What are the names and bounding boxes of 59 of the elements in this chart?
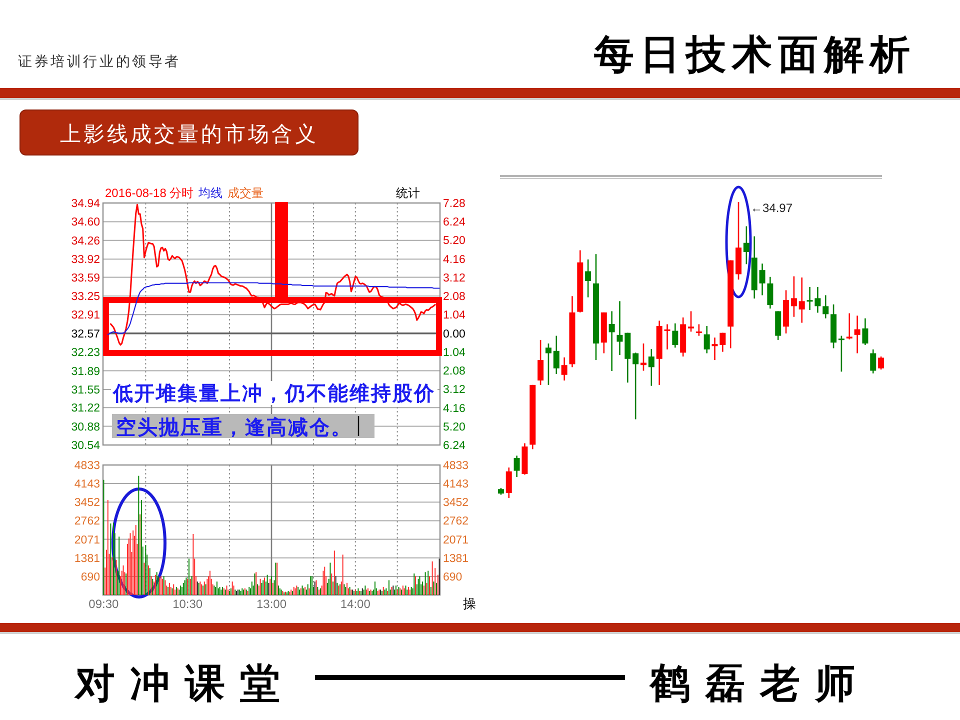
y2-tick-label: 690 xyxy=(443,571,462,584)
y-tick-label: 2071 xyxy=(74,534,100,546)
y2-tick-label: 4143 xyxy=(443,478,469,491)
y2-tick-label: 1381 xyxy=(443,552,469,565)
y-tick-label: 4833 xyxy=(74,460,100,472)
y-tick-label: 31.22 xyxy=(71,402,100,415)
text: 成交量 xyxy=(228,186,264,200)
y2-tick-label: 2071 xyxy=(443,534,469,546)
y2-tick-label: 4.16 xyxy=(443,254,466,266)
text: 对冲课堂 xyxy=(73,660,295,707)
x-tick-label: 09:30 xyxy=(88,597,120,611)
y-tick-label: 30.88 xyxy=(71,421,100,434)
y-tick-label: 34.60 xyxy=(71,216,100,229)
y2-tick-label: 5.20 xyxy=(443,421,466,434)
y-tick-label: 33.25 xyxy=(71,290,100,303)
annotation: ←34.97 xyxy=(750,201,793,215)
chart-subtitle: 上影线成交量的市场含义 xyxy=(60,123,318,146)
y2-tick-label: 0.00 xyxy=(443,328,466,340)
text: 统计 xyxy=(396,186,420,200)
y2-tick-label: 7.28 xyxy=(443,198,466,210)
y-tick-label: 33.92 xyxy=(71,254,100,266)
y-tick-label: 34.94 xyxy=(71,198,101,210)
y2-tick-label: 4833 xyxy=(443,460,469,472)
y2-tick-label: 2762 xyxy=(443,516,469,528)
y-tick-label: 31.89 xyxy=(71,366,100,378)
y-tick-label: 32.91 xyxy=(71,310,100,322)
y-tick-label: 3452 xyxy=(74,497,100,510)
y2-tick-label: 6.24 xyxy=(443,440,466,452)
y2-tick-label: 1.04 xyxy=(443,310,466,322)
y-tick-label: 32.23 xyxy=(71,347,100,360)
x-tick-label: 13:00 xyxy=(256,597,287,611)
y2-tick-label: 1.04 xyxy=(443,346,466,359)
text: 均线 xyxy=(198,186,223,200)
annotation: 低开堆集量上冲，仍不能维持股价 xyxy=(112,382,436,405)
y-tick-label: 30.54 xyxy=(71,440,101,452)
y-tick-label: 33.59 xyxy=(71,272,100,284)
y2-tick-label: 4.16 xyxy=(443,402,466,415)
text: 操 xyxy=(463,596,476,611)
y-tick-label: 2762 xyxy=(74,516,100,528)
text: 鹤磊老师 xyxy=(648,660,870,707)
y-tick-label: 1381 xyxy=(74,552,100,565)
annotation: 空头抛压重，逢高减仓。 xyxy=(116,416,352,439)
y-tick-label: 690 xyxy=(80,571,100,584)
y2-tick-label: 2.08 xyxy=(443,291,466,304)
x-tick-label: 14:00 xyxy=(340,597,371,611)
y2-tick-label: 3452 xyxy=(443,497,469,510)
chart-title: 每日技术面解析 xyxy=(593,31,916,78)
y2-tick-label: 3.12 xyxy=(443,384,466,396)
y2-tick-label: 3.12 xyxy=(443,272,466,284)
y2-tick-label: 5.20 xyxy=(443,235,466,248)
y-tick-label: 31.55 xyxy=(71,384,100,396)
x-tick-label: 10:30 xyxy=(172,597,203,611)
y-tick-label: 34.26 xyxy=(71,235,100,248)
series-label: 2016-08-18 分时 xyxy=(105,186,194,200)
y2-tick-label: 2.08 xyxy=(443,366,466,378)
y2-tick-label: 6.24 xyxy=(443,216,466,229)
text: 证券培训行业的领导者 xyxy=(18,53,181,69)
y-tick-label: 32.57 xyxy=(71,328,100,340)
y-tick-label: 4143 xyxy=(74,478,100,491)
